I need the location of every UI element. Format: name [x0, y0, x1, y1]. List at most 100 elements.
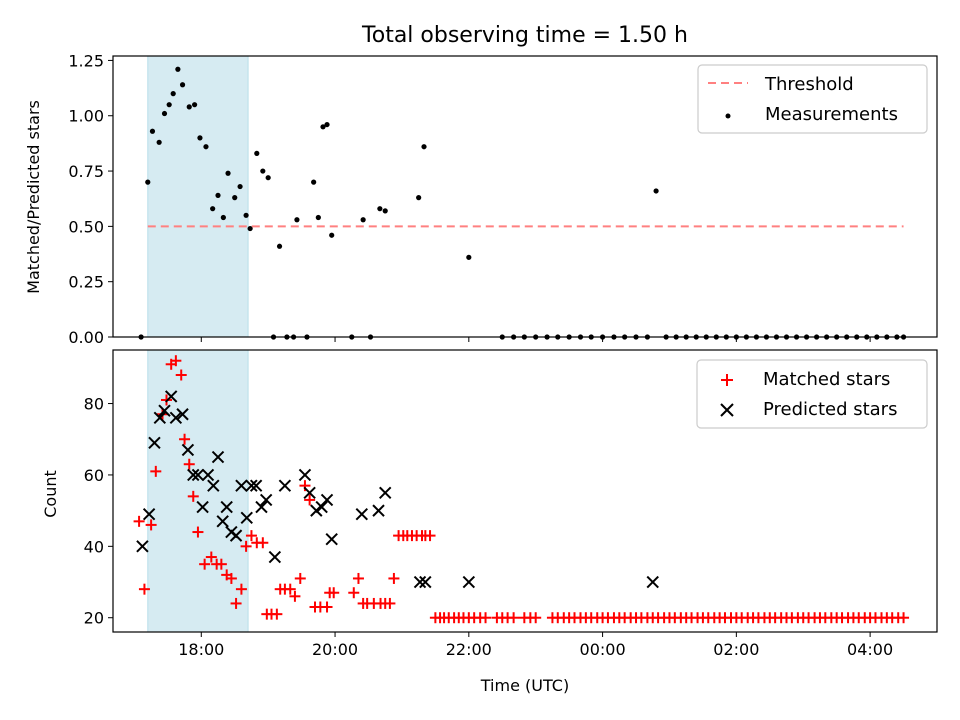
measurements-point: [237, 183, 243, 190]
predicted-stars-point: [249, 479, 263, 492]
x-tick-label: 02:00: [713, 640, 759, 659]
matched-stars-point: [183, 458, 195, 470]
x-tick-label: 00:00: [580, 640, 626, 659]
measurements-point: [161, 110, 168, 117]
matched-stars-point: [480, 612, 492, 624]
top-legend-box: [697, 64, 928, 134]
predicted-stars-point: [187, 468, 200, 482]
top-axes-frame: [112, 55, 938, 338]
predicted-stars-point: [268, 550, 282, 564]
chart-title: Total observing time = 1.50 h: [361, 23, 688, 48]
measurements-point: [294, 217, 300, 223]
measurements-point: [360, 217, 366, 223]
measurements-point: [149, 128, 156, 134]
matched-stars-point: [271, 608, 283, 620]
top-legend: Threshold Measurements: [697, 64, 928, 134]
matched-stars-point: [352, 572, 364, 584]
y-tick-label: 80: [84, 395, 104, 414]
matched-stars-point: [225, 572, 237, 584]
predicted-stars-point: [136, 540, 149, 553]
measurements-point: [247, 225, 253, 232]
matched-stars-point: [328, 587, 340, 599]
measurements-point: [210, 206, 216, 212]
matched-stars-point: [133, 515, 145, 527]
top-panel: Total observing time = 1.50 h 0.00 0.25 0.…: [24, 23, 938, 347]
predicted-stars-point: [240, 511, 253, 524]
matched-stars-point: [215, 558, 227, 570]
measurements-point: [315, 214, 321, 221]
predicted-stars-point: [191, 468, 205, 482]
measurements-point: [203, 144, 209, 150]
measurements-point: [276, 243, 283, 249]
measurements-point: [377, 206, 383, 212]
measurements-point: [329, 232, 335, 238]
predicted-stars-point: [259, 493, 273, 507]
predicted-stars-point: [462, 575, 476, 589]
measurements-point: [416, 195, 422, 201]
matched-stars-point: [384, 597, 396, 609]
predicted-stars-point: [164, 390, 178, 403]
matched-stars-point: [179, 433, 191, 445]
matched-stars-point: [240, 540, 252, 552]
matched-stars-point: [508, 612, 520, 624]
measurements-point: [166, 102, 172, 108]
matched-stars-point: [192, 526, 204, 538]
matched-stars-point: [284, 583, 296, 595]
predicted-stars-point: [325, 532, 338, 546]
matched-stars-point: [199, 558, 211, 570]
bottom-legend: Matched stars Predicted stars: [696, 359, 928, 429]
predicted-stars-point: [372, 504, 385, 517]
measurements-point: [320, 124, 326, 130]
legend-matched-label: Matched stars: [763, 369, 890, 390]
matched-stars-point: [388, 572, 400, 584]
measurements-point: [175, 66, 181, 72]
legend-threshold-label: Threshold: [764, 74, 854, 95]
predicted-stars-legend-swatch: [720, 403, 734, 417]
predicted-stars-point: [303, 486, 316, 499]
predicted-stars-point: [419, 575, 432, 589]
matched-stars-point: [170, 355, 182, 367]
measurements-point: [220, 214, 226, 221]
measurements-point: [179, 82, 186, 88]
predicted-stars-point: [181, 443, 195, 457]
measurements-legend-swatch: [725, 113, 731, 119]
matched-stars-point: [424, 530, 436, 542]
matched-stars-point: [304, 494, 316, 506]
bottom-legend-box: [696, 359, 928, 429]
y-tick-label: 60: [84, 466, 104, 485]
predicted-stars-point: [235, 479, 248, 492]
predicted-stars-point: [278, 479, 292, 492]
measurements-point: [243, 212, 249, 218]
y-tick-label: 40: [84, 537, 104, 556]
matched-stars-point: [138, 583, 150, 595]
x-tick-label: 04:00: [847, 640, 893, 659]
matched-stars-point: [898, 612, 910, 624]
bottom-y-axis-label: Count: [41, 470, 60, 518]
matched-stars-point: [205, 551, 217, 563]
measurements-point: [170, 91, 176, 97]
x-axis-label: Time (UTC): [480, 676, 569, 695]
matched-stars-point: [321, 601, 333, 613]
predicted-stars-point: [201, 468, 215, 482]
predicted-stars-point: [355, 507, 369, 521]
legend-predicted-label: Predicted stars: [763, 399, 897, 420]
predicted-stars-point: [158, 404, 171, 417]
matched-stars-point: [235, 583, 247, 595]
predicted-stars-point: [310, 504, 323, 517]
predicted-stars-point: [216, 515, 229, 528]
predicted-stars-point: [413, 575, 427, 589]
measurements-point: [145, 179, 151, 185]
predicted-stars-point: [315, 500, 328, 514]
observing-window-span: [147, 349, 249, 633]
matched-stars-point: [289, 590, 301, 602]
y-tick-label: 0.50: [68, 217, 104, 236]
measurements-point: [466, 254, 472, 260]
matched-stars-point: [187, 490, 199, 502]
predicted-stars-point: [211, 450, 225, 464]
matched-stars-point: [150, 465, 162, 477]
measurements-point: [225, 170, 231, 176]
predicted-stars-point: [298, 468, 312, 482]
matched-stars-point: [530, 612, 542, 624]
